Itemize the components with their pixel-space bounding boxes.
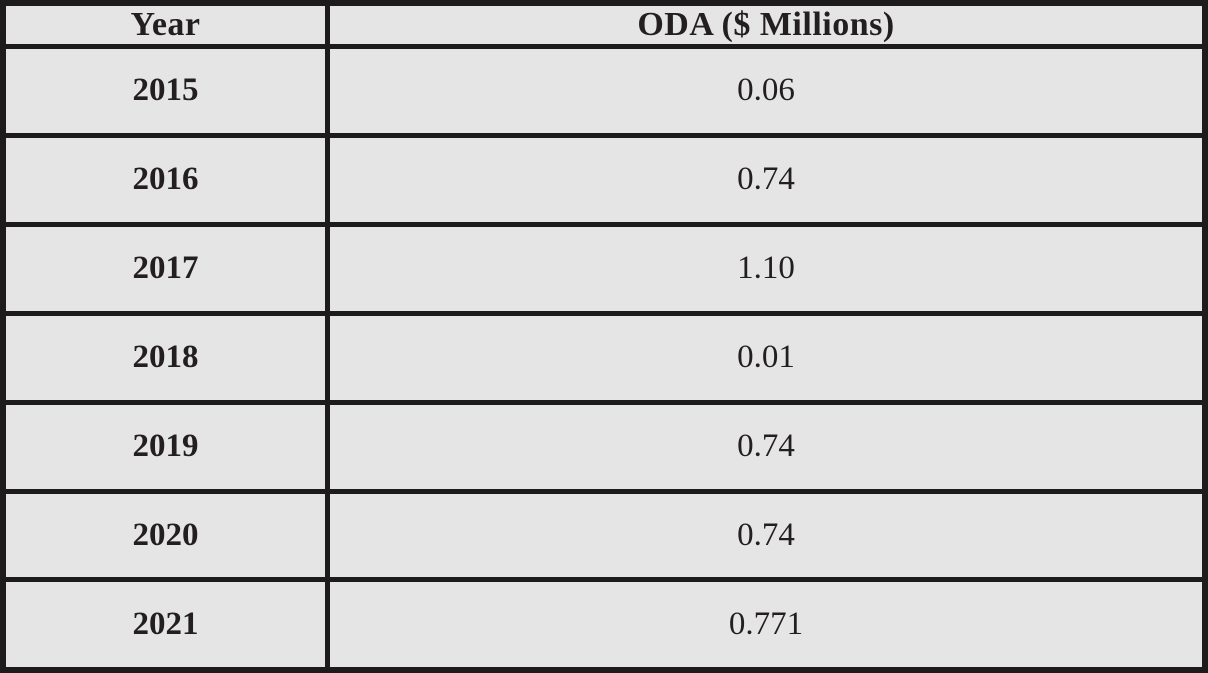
table-row: 2017 1.10 [0,221,1208,316]
table-row: 2021 0.771 [0,577,1208,673]
year-cell: 2016 [0,132,331,227]
table-row: 2015 0.06 [0,44,1208,138]
table-row: 2016 0.74 [0,132,1208,227]
year-cell: 2015 [0,44,331,138]
oda-value-cell: 1.10 [325,221,1208,316]
oda-value-cell: 0.01 [325,310,1208,405]
oda-value-cell: 0.74 [325,132,1208,227]
year-cell: 2020 [0,488,331,583]
oda-value-cell: 0.74 [325,399,1208,494]
table-row: 2020 0.74 [0,488,1208,583]
oda-value-cell: 0.771 [325,577,1208,673]
oda-value-cell: 0.06 [325,44,1208,138]
table-row: 2019 0.74 [0,399,1208,494]
year-cell: 2019 [0,399,331,494]
column-header-oda: ODA ($ Millions) [325,0,1208,49]
header-row: Year ODA ($ Millions) [0,0,1208,49]
year-cell: 2017 [0,221,331,316]
oda-value-cell: 0.74 [325,488,1208,583]
year-cell: 2021 [0,577,331,673]
year-cell: 2018 [0,310,331,405]
column-header-year: Year [0,0,331,49]
table-row: 2018 0.01 [0,310,1208,405]
